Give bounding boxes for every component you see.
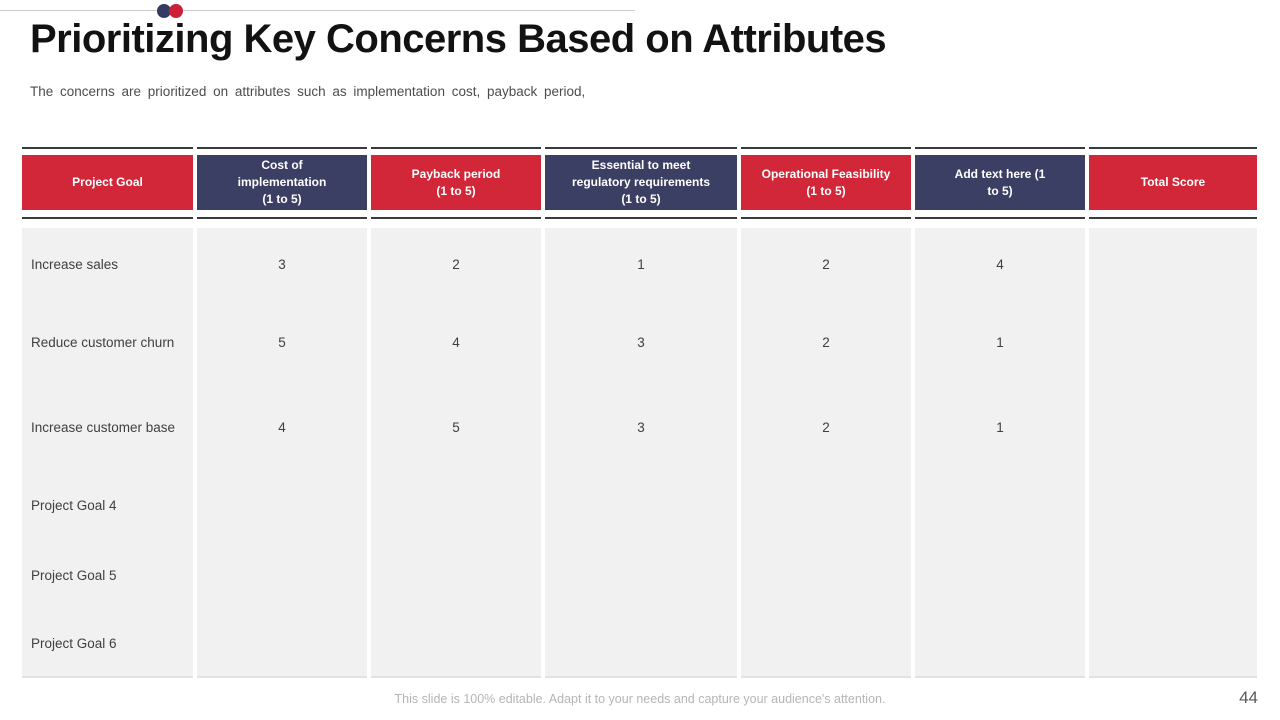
- column-header: Operational Feasibility (1 to 5): [741, 155, 911, 210]
- score-cell: 1: [637, 256, 645, 272]
- footer-note: This slide is 100% editable. Adapt it to…: [394, 692, 886, 706]
- table-column: Essential to meet regulatory requirement…: [545, 147, 737, 678]
- score-cell: [371, 610, 541, 676]
- score-cell: [741, 540, 911, 610]
- column-body-panel: 4 1 1: [915, 228, 1085, 678]
- column-bottom-rule: [741, 217, 911, 219]
- score-cell: [741, 610, 911, 676]
- score-cell: 1: [996, 335, 1004, 350]
- column-header: Add text here (1 to 5): [915, 155, 1085, 210]
- score-cell: 3: [278, 256, 286, 272]
- page-number: 44: [1239, 688, 1258, 707]
- score-cell: [197, 470, 367, 540]
- column-top-rule: [371, 147, 541, 149]
- page-title: Prioritizing Key Concerns Based on Attri…: [30, 17, 887, 61]
- column-body-panel: 3 5 4: [197, 228, 367, 678]
- column-top-rule: [22, 147, 193, 149]
- score-cell: [545, 610, 737, 676]
- column-bottom-rule: [197, 217, 367, 219]
- score-cell: [197, 540, 367, 610]
- column-top-rule: [197, 147, 367, 149]
- score-cell: 4: [278, 420, 286, 435]
- column-bottom-rule: [22, 217, 193, 219]
- column-top-rule: [741, 147, 911, 149]
- score-cell: [741, 470, 911, 540]
- goal-cell: Project Goal 6: [31, 635, 117, 651]
- column-body-panel: 2 2 2: [741, 228, 911, 678]
- column-top-rule: [915, 147, 1085, 149]
- score-cell: 4: [452, 335, 460, 350]
- goal-cell: Increase customer base: [31, 420, 176, 435]
- total-score-cell: [1089, 610, 1257, 676]
- column-body-panel: 1 3 3: [545, 228, 737, 678]
- page-subtitle: The concerns are prioritized on attribut…: [30, 84, 586, 99]
- score-cell: 3: [637, 335, 645, 350]
- total-score-cell: [1089, 300, 1257, 385]
- column-bottom-rule: [371, 217, 541, 219]
- column-header: Project Goal: [22, 155, 193, 210]
- goal-cell: Reduce customer churn: [31, 335, 175, 350]
- deco-dot-red: [169, 4, 183, 18]
- score-cell: [197, 610, 367, 676]
- top-divider-line: [0, 10, 635, 11]
- column-body-panel: 2 4 5: [371, 228, 541, 678]
- priority-table: Project Goal Increase sales Reduce custome…: [22, 147, 1257, 678]
- total-score-cell: [1089, 385, 1257, 470]
- column-header: Essential to meet regulatory requirement…: [545, 155, 737, 210]
- column-body-panel: [1089, 228, 1257, 678]
- total-score-cell: [1089, 470, 1257, 540]
- deco-dot-navy: [157, 4, 171, 18]
- table-column: Payback period (1 to 5) 2 4 5: [371, 147, 541, 678]
- column-body-panel: Increase sales Reduce customer churn Incre…: [22, 228, 193, 678]
- table-column: Total Score: [1089, 147, 1257, 678]
- score-cell: 4: [996, 256, 1004, 272]
- score-cell: 2: [822, 335, 830, 350]
- column-header: Payback period (1 to 5): [371, 155, 541, 210]
- score-cell: 5: [278, 335, 286, 350]
- score-cell: 2: [452, 256, 460, 272]
- total-score-cell: [1089, 540, 1257, 610]
- score-cell: 3: [637, 420, 645, 435]
- table-column: Operational Feasibility (1 to 5) 2 2 2: [741, 147, 911, 678]
- column-top-rule: [545, 147, 737, 149]
- column-top-rule: [1089, 147, 1257, 149]
- column-bottom-rule: [1089, 217, 1257, 219]
- total-score-cell: [1089, 228, 1257, 300]
- column-header: Total Score: [1089, 155, 1257, 210]
- table-column: Add text here (1 to 5) 4 1 1: [915, 147, 1085, 678]
- score-cell: 2: [822, 420, 830, 435]
- column-header: Cost of implementation (1 to 5): [197, 155, 367, 210]
- goal-cell: Project Goal 4: [31, 497, 117, 513]
- score-cell: [371, 470, 541, 540]
- score-cell: [545, 470, 737, 540]
- score-cell: 5: [452, 420, 460, 435]
- score-cell: 2: [822, 256, 830, 272]
- column-bottom-rule: [915, 217, 1085, 219]
- score-cell: [915, 540, 1085, 610]
- score-cell: [545, 540, 737, 610]
- score-cell: [371, 540, 541, 610]
- goal-cell: Increase sales: [31, 256, 119, 272]
- goal-cell: Project Goal 5: [31, 567, 117, 583]
- score-cell: [915, 470, 1085, 540]
- score-cell: 1: [996, 420, 1004, 435]
- score-cell: [915, 610, 1085, 676]
- table-column: Project Goal Increase sales Reduce custome…: [22, 147, 193, 678]
- column-bottom-rule: [545, 217, 737, 219]
- table-column: Cost of implementation (1 to 5) 3 5 4: [197, 147, 367, 678]
